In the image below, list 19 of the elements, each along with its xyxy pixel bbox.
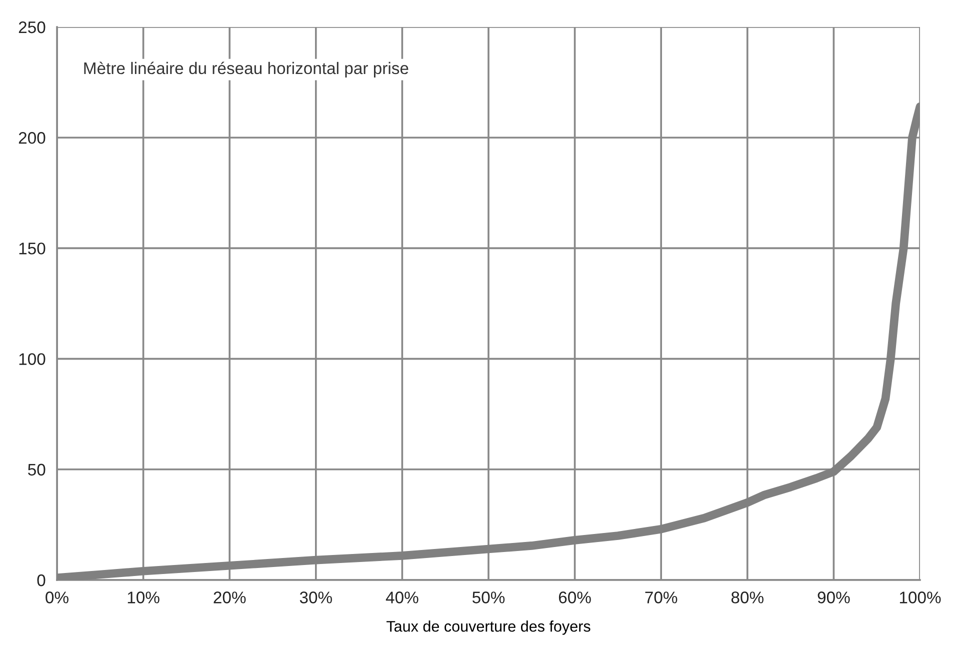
x-tick-label: 0% [46, 592, 68, 604]
y-tick-label: 200 [18, 132, 46, 144]
x-tick-label: 90% [818, 592, 850, 604]
x-tick-label: 80% [731, 592, 764, 604]
x-tick-label: 30% [300, 592, 332, 604]
x-tick-label: 20% [214, 592, 246, 604]
x-tick-label: 70% [645, 592, 678, 604]
x-tick-label: 10% [128, 592, 160, 604]
y-tick-label: 50 [28, 464, 46, 476]
text: Mètre linéaire du réseau horizontal par prise [84, 62, 408, 78]
y-tick-label: 150 [19, 242, 46, 254]
x-tick-label: 100% [900, 592, 941, 604]
x-tick-label: 50% [472, 592, 505, 604]
x-axis-title: Taux de couverture des foyers [386, 620, 590, 635]
y-tick-label: 100 [19, 353, 46, 366]
y-tick-label: 0 [37, 574, 46, 586]
x-tick-label: 40% [386, 592, 418, 604]
y-tick-label: 250 [18, 21, 46, 34]
x-tick-label: 60% [558, 592, 591, 604]
